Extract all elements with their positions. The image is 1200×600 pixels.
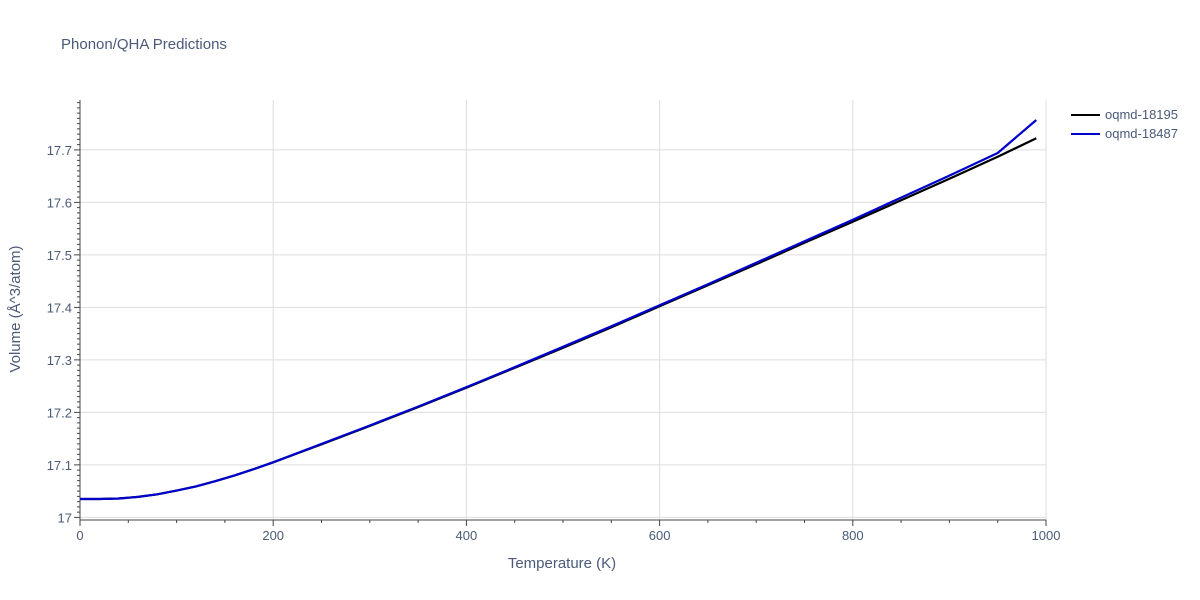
legend-item-oqmd-18487[interactable]: oqmd-18487 xyxy=(1071,126,1178,141)
axes: 0 200 400 600 800 1000 17 17.1 17.2 17.3 17.4 17.5 1… xyxy=(47,100,1061,543)
y-tick-label: 17.1 xyxy=(47,458,72,473)
series-line-oqmd-18487 xyxy=(80,119,1038,501)
x-tick-label: 800 xyxy=(842,528,864,543)
y-tick-label: 17 xyxy=(58,510,72,525)
legend[interactable]: oqmd-18195 oqmd-18487 xyxy=(1071,107,1178,141)
y-axis-title: Volume (Å^3/atom) xyxy=(7,245,24,372)
x-tick-label: 0 xyxy=(76,528,83,543)
y-tick-label: 17.5 xyxy=(47,248,72,263)
y-tick-label: 17.6 xyxy=(47,195,72,210)
y-tick-label: 17.7 xyxy=(47,143,72,158)
legend-label: oqmd-18195 xyxy=(1105,107,1178,122)
legend-label: oqmd-18487 xyxy=(1105,126,1178,141)
x-tick-label: 600 xyxy=(649,528,671,543)
chart-title: Phonon/QHA Predictions xyxy=(61,36,227,53)
x-tick-label: 400 xyxy=(456,528,478,543)
x-tick-label: 1000 xyxy=(1032,528,1061,543)
y-tick-label: 17.4 xyxy=(47,300,72,315)
grid xyxy=(80,100,1047,520)
x-axis-title: Temperature (K) xyxy=(508,555,616,572)
x-tick-label: 200 xyxy=(262,528,284,543)
series-layer xyxy=(80,119,1038,501)
legend-item-oqmd-18195[interactable]: oqmd-18195 xyxy=(1071,107,1178,122)
y-tick-label: 17.2 xyxy=(47,405,72,420)
y-tick-label: 17.3 xyxy=(47,353,72,368)
series-line-oqmd-18195 xyxy=(80,137,1037,501)
